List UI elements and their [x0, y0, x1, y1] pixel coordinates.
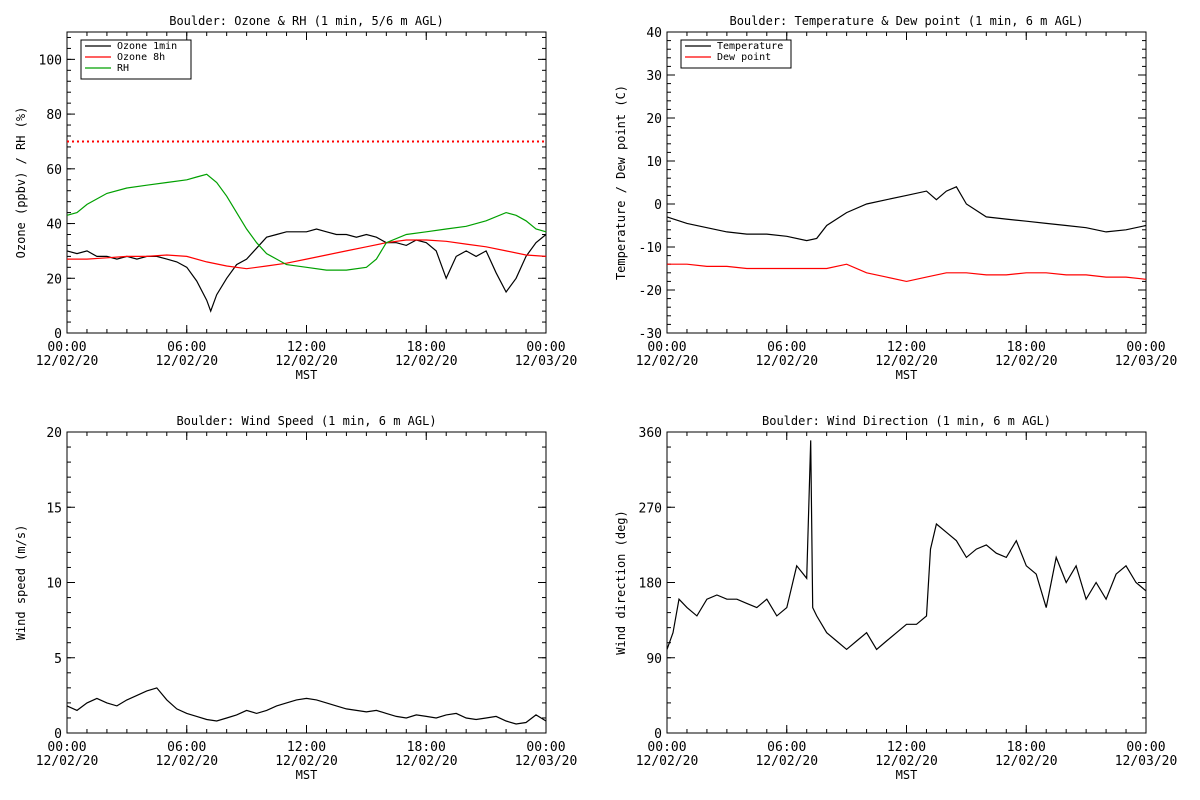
- legend-box: [680, 39, 792, 69]
- x-tick-time-label: 00:00: [47, 740, 86, 755]
- x-tick-date-label: 12/02/20: [636, 354, 699, 369]
- y-tick-label: 0: [654, 727, 662, 742]
- y-axis-label: Wind direction (deg): [614, 510, 628, 655]
- x-tick-date-label: 12/02/20: [36, 354, 99, 369]
- series-line-2: [667, 263, 1147, 283]
- legend-label: Ozone 8h: [117, 52, 165, 63]
- x-tick-date-label: 12/03/20: [1115, 754, 1178, 769]
- x-axis-label: MST: [896, 368, 918, 382]
- x-tick-date-label: 12/03/20: [1115, 354, 1178, 369]
- y-tick-label: 360: [639, 426, 662, 441]
- y-tick-label: 15: [46, 501, 62, 516]
- y-axis-label: Temperature / Dew point (C): [614, 85, 628, 280]
- x-tick-time-label: 00:00: [647, 740, 686, 755]
- x-axis-label: MST: [896, 768, 918, 782]
- x-axis-label: MST: [296, 368, 318, 382]
- x-tick-time-label: 00:00: [1126, 740, 1165, 755]
- x-tick-time-label: 18:00: [1007, 740, 1046, 755]
- plot-frame: [666, 431, 1147, 734]
- series-line-3: [66, 173, 547, 271]
- x-tick-time-label: 12:00: [887, 340, 926, 355]
- y-tick-label: 30: [646, 69, 662, 84]
- legend-label: Ozone 1min: [117, 41, 177, 52]
- chart-title: Boulder: Ozone & RH (1 min, 5/6 m AGL): [169, 14, 444, 28]
- series-line-2: [67, 239, 547, 270]
- legend-label: RH: [117, 63, 129, 74]
- x-tick-time-label: 00:00: [647, 340, 686, 355]
- series-line-1: [666, 186, 1147, 242]
- series-line-1: [66, 687, 547, 725]
- y-tick-label: 0: [54, 727, 62, 742]
- y-tick-label: 180: [639, 577, 662, 592]
- y-tick-label: 10: [646, 155, 662, 170]
- x-tick-time-label: 18:00: [407, 340, 446, 355]
- x-tick-date-label: 12/02/20: [755, 354, 818, 369]
- y-tick-label: -20: [639, 284, 662, 299]
- x-tick-date-label: 12/02/20: [995, 354, 1058, 369]
- x-tick-time-label: 00:00: [1126, 340, 1165, 355]
- y-tick-label: 10: [46, 577, 62, 592]
- y-tick-label: 40: [46, 218, 62, 233]
- chart-panel-2: Boulder: Temperature & Dew point (1 min,…: [614, 14, 1177, 382]
- x-tick-date-label: 12/02/20: [275, 754, 338, 769]
- x-tick-time-label: 00:00: [526, 340, 565, 355]
- legend-label: Temperature: [717, 41, 783, 52]
- y-tick-label: 20: [46, 272, 62, 287]
- chart-title: Boulder: Wind Direction (1 min, 6 m AGL): [762, 414, 1051, 428]
- chart-title: Boulder: Wind Speed (1 min, 6 m AGL): [176, 414, 436, 428]
- x-tick-date-label: 12/03/20: [515, 754, 578, 769]
- x-tick-time-label: 00:00: [47, 340, 86, 355]
- x-tick-date-label: 12/02/20: [395, 754, 458, 769]
- y-tick-label: 80: [46, 108, 62, 123]
- x-tick-time-label: 18:00: [1007, 340, 1046, 355]
- x-tick-date-label: 12/02/20: [875, 754, 938, 769]
- x-tick-date-label: 12/02/20: [275, 354, 338, 369]
- x-tick-time-label: 06:00: [167, 740, 206, 755]
- x-tick-date-label: 12/02/20: [155, 754, 218, 769]
- y-tick-label: 0: [654, 198, 662, 213]
- x-tick-date-label: 12/02/20: [395, 354, 458, 369]
- y-tick-label: 5: [54, 652, 62, 667]
- chart-panel-4: Boulder: Wind Direction (1 min, 6 m AGL)…: [614, 414, 1177, 782]
- x-tick-time-label: 12:00: [287, 340, 326, 355]
- y-tick-label: 60: [46, 163, 62, 178]
- x-tick-date-label: 12/02/20: [755, 754, 818, 769]
- y-axis-label: Wind speed (m/s): [14, 525, 28, 641]
- x-tick-date-label: 12/03/20: [515, 354, 578, 369]
- x-tick-date-label: 12/02/20: [875, 354, 938, 369]
- y-tick-label: 100: [39, 53, 62, 68]
- x-tick-time-label: 06:00: [167, 340, 206, 355]
- x-tick-time-label: 06:00: [767, 340, 806, 355]
- x-tick-time-label: 12:00: [287, 740, 326, 755]
- x-tick-time-label: 12:00: [887, 740, 926, 755]
- y-tick-label: 20: [46, 426, 62, 441]
- y-tick-label: 20: [646, 112, 662, 127]
- x-tick-date-label: 12/02/20: [995, 754, 1058, 769]
- legend-label: Dew point: [717, 52, 771, 63]
- chart-panel-3: Boulder: Wind Speed (1 min, 6 m AGL) 0 5 10…: [14, 414, 577, 782]
- x-tick-time-label: 00:00: [526, 740, 565, 755]
- y-tick-label: 0: [54, 327, 62, 342]
- chart-title: Boulder: Temperature & Dew point (1 min,…: [729, 14, 1083, 28]
- x-tick-time-label: 18:00: [407, 740, 446, 755]
- x-tick-time-label: 06:00: [767, 740, 806, 755]
- plot-frame: [66, 431, 547, 734]
- chart-panel-1: Boulder: Ozone & RH (1 min, 5/6 m AGL) 0 2…: [14, 14, 577, 382]
- y-tick-label: 270: [639, 501, 662, 516]
- x-axis-label: MST: [296, 768, 318, 782]
- y-tick-label: 40: [646, 26, 662, 41]
- y-tick-label: -10: [639, 241, 662, 256]
- x-tick-date-label: 12/02/20: [636, 754, 699, 769]
- y-axis-label: Ozone (ppbv) / RH (%): [14, 107, 28, 259]
- y-tick-label: -30: [639, 327, 662, 342]
- series-line-1: [66, 228, 547, 313]
- series-line-1: [666, 440, 1147, 651]
- y-tick-label: 90: [646, 652, 662, 667]
- x-tick-date-label: 12/02/20: [36, 754, 99, 769]
- x-tick-date-label: 12/02/20: [155, 354, 218, 369]
- plot-frame: [666, 31, 1147, 334]
